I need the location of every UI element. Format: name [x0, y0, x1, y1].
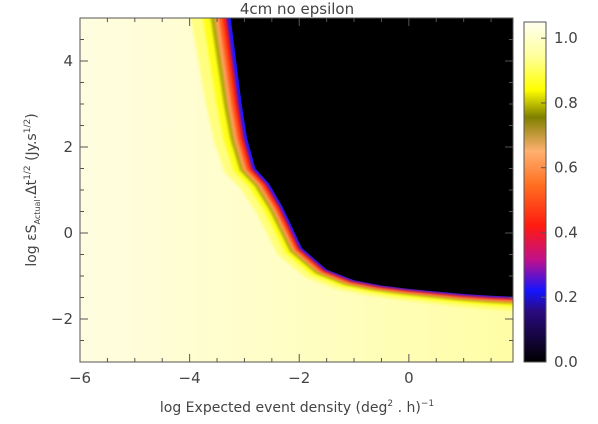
colorbar: 0.0 0.2 0.4 0.6 0.8 1.0 [523, 21, 578, 371]
x-axis-ticks: −6 −4 −2 0 [69, 18, 492, 387]
y-tick-label: 4 [63, 52, 73, 70]
colorbar-tick-label: 0.2 [554, 288, 578, 306]
chart-title: 4cm no epsilon [240, 0, 354, 18]
y-tick-label: 0 [63, 224, 73, 242]
colorbar-tick-label: 0.4 [554, 223, 578, 241]
x-tick-label: 0 [404, 369, 414, 387]
colorbar-tick-label: 0.6 [554, 159, 578, 177]
x-tick-label: −6 [69, 369, 91, 387]
dark-region [230, 18, 513, 297]
y-tick-label: 2 [63, 138, 73, 156]
y-tick-label: −2 [51, 310, 73, 328]
colorbar-tick-label: 1.0 [554, 29, 578, 47]
x-tick-label: −2 [288, 369, 310, 387]
colorbar-ticks: 0.0 0.2 0.4 0.6 0.8 1.0 [541, 29, 578, 371]
colorbar-tick-label: 0.0 [554, 353, 578, 371]
colorbar-strip [523, 21, 547, 363]
x-axis-title: log Expected event density (deg2 . h)−1 [160, 399, 434, 416]
y-axis-title: log εSActual.Δt1/2 (Jy.s1/2) [23, 113, 42, 266]
heatmap-plot-area [80, 18, 513, 362]
colorbar-tick-label: 0.8 [554, 94, 578, 112]
y-axis-ticks: −2 0 2 4 [51, 17, 513, 363]
x-tick-label: −4 [179, 369, 201, 387]
